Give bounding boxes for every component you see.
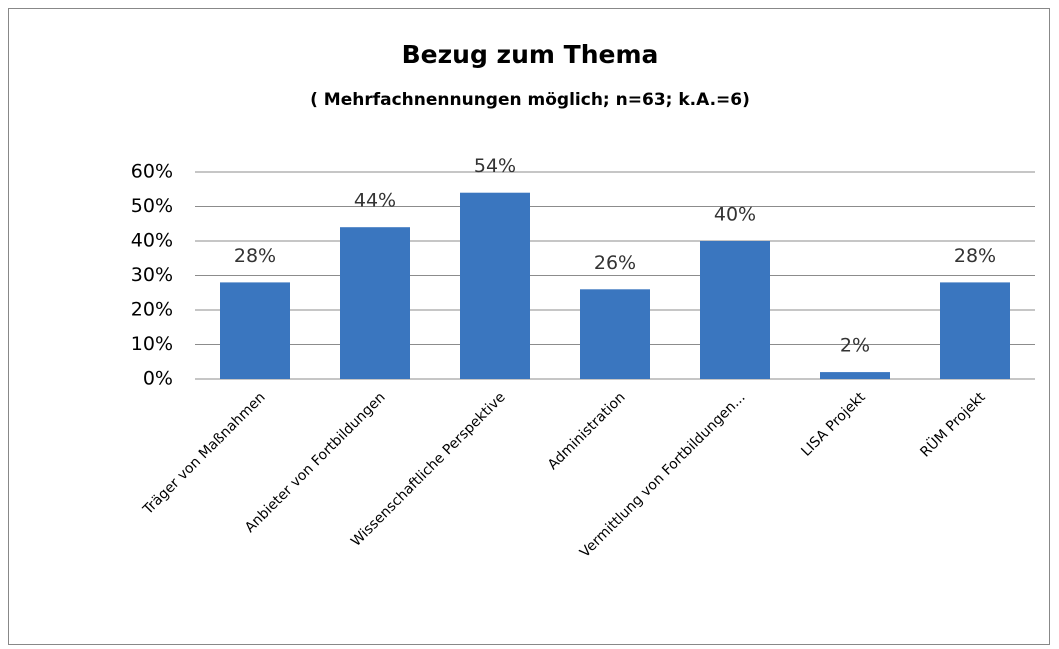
value-label: 40% <box>714 204 756 226</box>
chart-subtitle: ( Mehrfachnennungen möglich; n=63; k.A.=… <box>310 90 750 110</box>
value-label: 44% <box>354 190 396 212</box>
bar <box>700 241 770 379</box>
bar <box>940 282 1010 379</box>
bar <box>340 227 410 379</box>
y-tick-label: 20% <box>131 299 173 321</box>
y-tick-label: 0% <box>143 368 173 390</box>
y-tick-label: 40% <box>131 230 173 252</box>
y-tick-label: 60% <box>131 161 173 183</box>
y-tick-label: 50% <box>131 195 173 217</box>
value-label: 28% <box>954 245 996 267</box>
value-label: 2% <box>840 335 870 357</box>
chart-title: Bezug zum Thema <box>402 40 659 69</box>
bar <box>460 192 530 379</box>
value-label: 54% <box>474 155 516 177</box>
value-label: 26% <box>594 252 636 274</box>
y-tick-label: 30% <box>131 264 173 286</box>
y-tick-label: 10% <box>131 333 173 355</box>
bar <box>580 289 650 379</box>
bar <box>820 372 890 379</box>
bar <box>220 282 290 379</box>
value-label: 28% <box>234 245 276 267</box>
